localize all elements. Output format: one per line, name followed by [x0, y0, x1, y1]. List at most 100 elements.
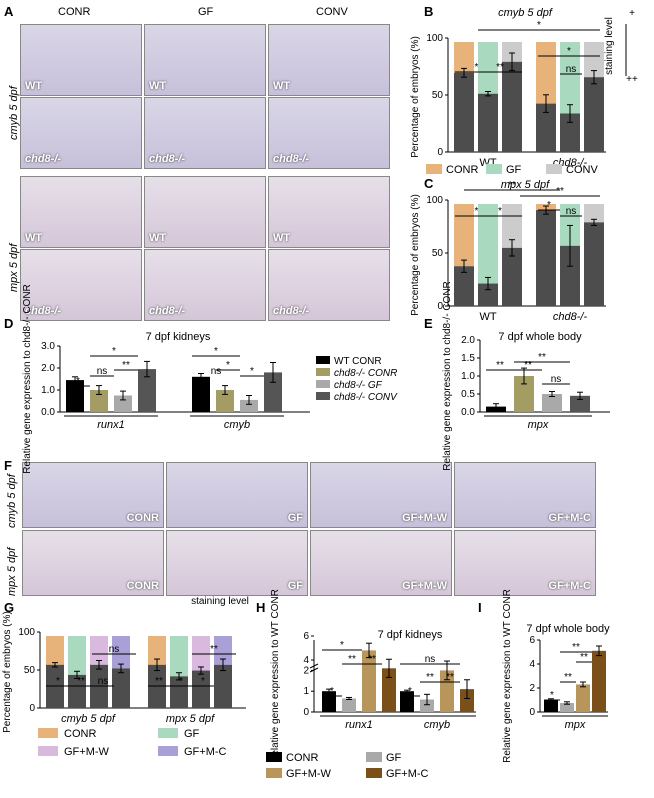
chart-E-sig-label: ns — [551, 374, 562, 385]
chart-C-yaxis-tick-label: 0 — [437, 301, 443, 312]
chart-B-bar-top — [560, 42, 580, 114]
chart-G-bar-top — [90, 636, 108, 665]
chart-C-yaxis-tick-label: 50 — [432, 248, 444, 259]
panel-a-image-cmyb-chd8-conv: chd8-/- — [268, 97, 390, 169]
chart-B-bar-bottom — [560, 113, 580, 152]
chart-B-bar-bottom — [454, 72, 474, 152]
chart-I-title: 7 dpf whole body — [526, 623, 610, 635]
legend-hi-label: GF+M-C — [386, 768, 429, 780]
chart-C-bar-top — [478, 204, 498, 284]
panel-f-image-mpx-gfmc: GF+M-C — [454, 530, 596, 596]
chart-H-sig-label: * — [340, 640, 344, 651]
legend-de-label: chd8-/- CONR — [334, 368, 397, 379]
legend-de-swatch — [316, 356, 330, 364]
chart-I-bar — [592, 650, 606, 712]
chart-E-yaxis-tick-label: 2.0 — [461, 335, 475, 346]
chart-E-bar — [542, 394, 562, 412]
chart-B-sig-label: * — [475, 62, 479, 73]
chart-H-yaxis-tick-label: 6 — [303, 631, 309, 642]
chart-I-sig-label: ** — [580, 652, 588, 663]
chart-E-yaxis-tick-label: 1.5 — [461, 353, 475, 364]
chart-I-yaxis-tick-label: 6 — [529, 635, 535, 646]
chart-B-yaxis-tick-label: 0 — [437, 147, 443, 158]
chart-C-sig-label: * — [475, 206, 479, 217]
chart-G-bar-bottom — [112, 668, 130, 708]
chart-H-yaxis-tick-label: 4 — [303, 655, 309, 666]
chart-C-sig-label: ** — [556, 186, 564, 197]
chart-C-group-label: chd8-/- — [553, 311, 588, 323]
chart-D-category-label: runx1 — [97, 419, 125, 431]
chart-D-yaxis-tick-label: 3.0 — [41, 341, 55, 352]
panel-a-image-mpx-chd8-conv: chd8-/- — [268, 249, 390, 321]
chart-D-yaxis-tick-label: 2.0 — [41, 363, 55, 374]
panel-f-image-mpx-gfmw: GF+M-W — [310, 530, 452, 596]
legend-g-swatch — [158, 746, 178, 756]
panel-a-image-mpx-chd8-conr: chd8-/- — [20, 249, 142, 321]
chart-G-bar-top — [148, 636, 166, 665]
legend-bc-label: CONR — [446, 164, 478, 176]
chart-I-sig-label: * — [550, 690, 554, 701]
chart-G-bar-top — [68, 636, 86, 675]
chart-G-bar-top — [46, 636, 64, 665]
legend-g-swatch — [38, 728, 58, 738]
chart-C-title: mpx 5 dpf — [501, 179, 550, 191]
chart-D-bar — [90, 390, 108, 412]
chart-D-ylabel: Relative gene expression to chd8-/- CONR — [22, 284, 33, 474]
chart-G-bar-bottom — [214, 664, 232, 708]
panel-label-b: B — [424, 4, 434, 19]
chart-H-sig-label: ** — [446, 672, 454, 683]
legend-bc-swatch — [486, 164, 502, 174]
panel-label-e: E — [424, 316, 433, 331]
chart-H-yaxis-tick-label: 2 — [303, 665, 309, 676]
chart-E-sig-label: ** — [496, 360, 504, 371]
legend-hi-label: CONR — [286, 752, 318, 764]
chart-D-yaxis-tick-label: 1.0 — [41, 385, 55, 396]
chart-E-yaxis-tick-label: 1.0 — [461, 371, 475, 382]
chart-C-group-label: WT — [479, 311, 496, 323]
panel-label-c: C — [424, 176, 434, 191]
chart-B-yaxis-tick-label: 50 — [432, 90, 444, 101]
chart-G-sig-label: ** — [155, 676, 163, 687]
chart-C-sig-label: * — [547, 200, 551, 211]
chart-B-title: cmyb 5 dpf — [498, 7, 553, 19]
chart-G-sig-label: * — [201, 676, 205, 687]
panel-label-i: I — [478, 600, 482, 615]
chart-G-bar-bottom — [68, 674, 86, 708]
chart-H-sig-label: ** — [426, 672, 434, 683]
chart-G-bar-top — [112, 636, 130, 669]
chart-G-bar-top — [192, 636, 210, 671]
panel-label-h: H — [256, 600, 266, 615]
chart-G-bar-top — [214, 636, 232, 665]
chart-B-bar-top — [584, 42, 604, 78]
panel-label-f: F — [4, 458, 12, 473]
chart-I-bar — [576, 684, 590, 712]
chart-D-bar — [264, 372, 282, 412]
legend-de-swatch — [316, 368, 330, 376]
chart-D-sig-label: * — [214, 346, 218, 357]
legend-hi-swatch — [366, 768, 382, 778]
chart-G-bar-top — [170, 636, 188, 677]
chart-G-yaxis-tick-label: 100 — [18, 627, 35, 638]
panel-a-col-gf: GF — [198, 6, 214, 18]
chart-G-sig-label: ns — [109, 644, 120, 655]
chart-I-yaxis-tick-label: 4 — [529, 659, 535, 670]
chart-D-sig-label: * — [112, 346, 116, 357]
chart-H-yaxis-tick-label: 0 — [303, 707, 309, 718]
chart-D-bar — [138, 369, 156, 412]
chart-E-category-label: mpx — [528, 419, 549, 431]
chart-B-bar-top — [454, 42, 474, 73]
chart-D-yaxis-tick-label: 0.0 — [41, 407, 55, 418]
legend-bc-label: CONV — [566, 164, 598, 176]
staining-plus: + — [629, 8, 635, 19]
staining-g-label: staining level — [191, 596, 249, 607]
chart-D-category-label: cmyb — [224, 419, 250, 431]
chart-B-ylabel: Percentage of embryos (%) — [410, 36, 421, 158]
legend-g-label: GF+M-C — [184, 746, 227, 758]
panel-a-image-mpx-wt-conv: WT — [268, 176, 390, 248]
chart-C-bar-bottom — [478, 283, 498, 306]
chart-H-bar — [342, 698, 356, 712]
legend-de-label: chd8-/- CONV — [334, 392, 398, 403]
chart-C-bar-top — [560, 204, 580, 246]
panel-label-d: D — [4, 316, 14, 331]
chart-H-axis-break — [309, 663, 319, 669]
